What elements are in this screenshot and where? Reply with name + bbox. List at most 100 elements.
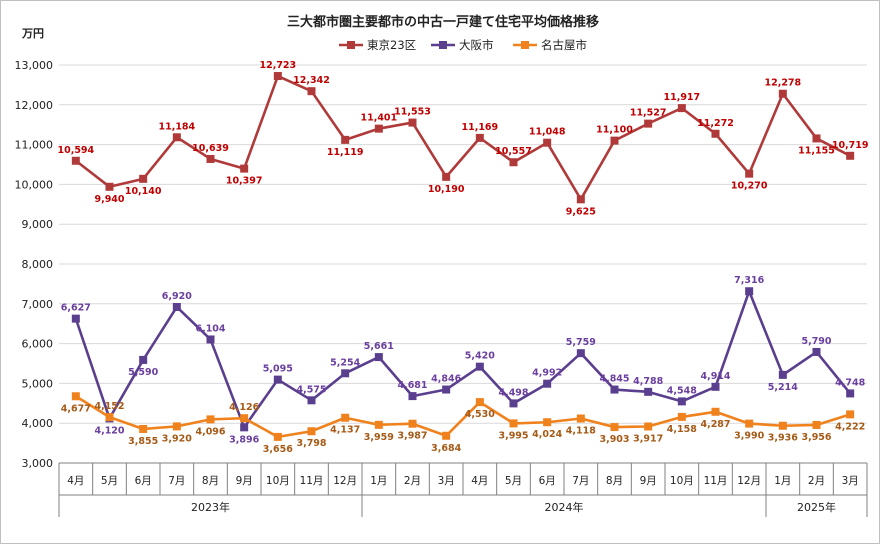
data-label: 11,169 [461, 122, 498, 133]
x-axis: 4月 5月 6月 7月 8月 9月 10月 11月 12月 1月 2月 3月 4月 5月 6月 7月 8月 9月 1… [58, 462, 868, 517]
data-point [105, 182, 114, 191]
legend-label: 名古屋市 [541, 38, 587, 52]
data-point [778, 89, 787, 98]
data-label: 4,748 [835, 377, 865, 388]
data-point [509, 158, 518, 167]
data-point [240, 164, 249, 173]
data-label: 4,677 [61, 403, 91, 414]
data-point [139, 174, 148, 183]
data-point [71, 156, 80, 165]
data-label: 4,992 [532, 368, 562, 379]
y-tick-label: 7,000 [22, 298, 54, 311]
data-label: 4,681 [397, 380, 427, 391]
series-line [75, 74, 851, 201]
data-label: 4,118 [566, 426, 596, 437]
data-point [644, 422, 653, 431]
data-point [677, 104, 686, 113]
data-point [442, 172, 451, 181]
data-label: 5,590 [128, 367, 158, 378]
data-label: 4,845 [599, 374, 629, 385]
data-point [408, 392, 417, 401]
legend-marker [439, 41, 447, 49]
data-point [442, 431, 451, 440]
data-point [610, 385, 619, 394]
data-label: 5,790 [801, 336, 831, 347]
data-label: 6,920 [162, 291, 192, 302]
data-point [442, 385, 451, 394]
x-tick-label: 6月 [135, 475, 152, 487]
data-label: 11,272 [697, 118, 734, 129]
data-point [711, 382, 720, 391]
data-point [812, 420, 821, 429]
data-point [745, 169, 754, 178]
data-label: 10,639 [192, 143, 229, 154]
data-point [374, 420, 383, 429]
data-label: 3,903 [599, 434, 629, 445]
data-point [711, 407, 720, 416]
data-point [677, 397, 686, 406]
data-point [644, 119, 653, 128]
data-label: 3,855 [128, 436, 158, 447]
x-tick-label: 3月 [438, 475, 455, 487]
data-point [341, 135, 350, 144]
data-label: 3,896 [229, 434, 259, 445]
data-label: 3,995 [498, 430, 528, 441]
data-point [307, 87, 316, 96]
year-label: 2025年 [797, 500, 836, 514]
y-tick-label: 3,000 [22, 457, 54, 470]
data-point [543, 379, 552, 388]
data-label: 3,959 [364, 432, 394, 443]
data-point [139, 355, 148, 364]
y-tick-label: 10,000 [15, 178, 54, 191]
data-point [273, 432, 282, 441]
data-label: 10,557 [495, 146, 532, 157]
data-label: 4,126 [229, 402, 259, 413]
x-tick-label: 5月 [101, 475, 118, 487]
x-tick-label: 10月 [266, 475, 290, 487]
data-point [105, 413, 114, 422]
data-point [172, 302, 181, 311]
data-label: 4,158 [667, 424, 697, 435]
x-tick-label: 8月 [202, 475, 219, 487]
x-tick-label: 7月 [168, 475, 185, 487]
data-point [408, 118, 417, 127]
data-point [172, 133, 181, 142]
x-tick-label: 9月 [640, 475, 657, 487]
series-line [75, 395, 851, 439]
legend: 東京23区 大阪市 名古屋市 [339, 38, 587, 52]
series-line [74, 289, 852, 429]
data-point [610, 136, 619, 145]
data-point [172, 422, 181, 431]
data-point [341, 413, 350, 422]
series-group [71, 72, 855, 441]
data-point [374, 124, 383, 133]
x-tick-label: 12月 [333, 475, 357, 487]
y-tick-label: 9,000 [22, 218, 54, 231]
x-tick-label: 12月 [737, 475, 761, 487]
y-tick-label: 5,000 [22, 377, 54, 390]
data-point [576, 349, 585, 358]
data-point [778, 421, 787, 430]
legend-label: 東京23区 [367, 38, 416, 52]
data-label: 9,625 [566, 206, 596, 217]
data-point [543, 418, 552, 427]
y-axis-ticks: 3,000 4,000 5,000 6,000 7,000 8,000 9,000 10,00… [15, 59, 54, 470]
y-tick-label: 12,000 [15, 99, 54, 112]
data-label: 5,214 [768, 382, 798, 393]
legend-label: 大阪市 [459, 38, 494, 52]
x-tick-label: 11月 [300, 475, 324, 487]
data-label: 6,627 [61, 303, 91, 314]
data-point [846, 410, 855, 419]
data-point [576, 195, 585, 204]
y-axis-unit: 万円 [21, 27, 44, 40]
data-point [812, 134, 821, 143]
data-point [509, 399, 518, 408]
data-label: 4,120 [94, 425, 124, 436]
data-point [341, 369, 350, 378]
data-label: 6,104 [195, 323, 225, 334]
data-label: 11,100 [596, 125, 633, 136]
data-point [374, 353, 383, 362]
